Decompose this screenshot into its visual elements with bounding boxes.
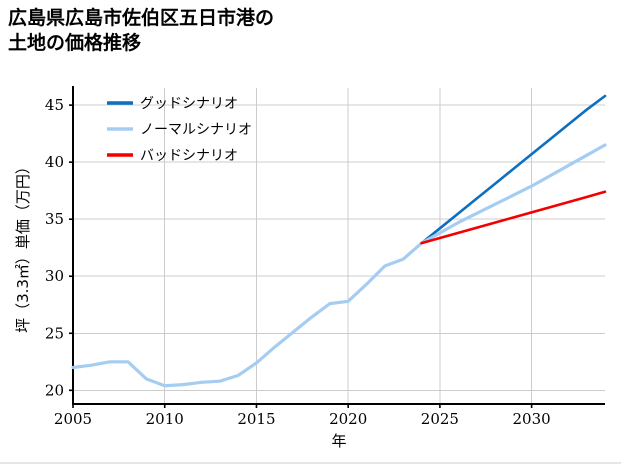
y-axis-tick-label: 20 — [45, 381, 64, 399]
series-line — [420, 94, 607, 245]
x-axis-title: 年 — [331, 432, 346, 450]
axis-spines — [71, 86, 605, 406]
x-axis-tick-label: 2020 — [329, 410, 367, 428]
y-axis-tick-label: 45 — [45, 96, 64, 114]
y-axis-tick-label: 30 — [45, 267, 64, 285]
y-axis-tick-label: 35 — [45, 210, 64, 228]
y-axis-tick-label: 40 — [45, 153, 64, 171]
x-axis-tick-label: 2030 — [513, 410, 551, 428]
series-line — [71, 143, 607, 388]
y-axis-tick-label: 25 — [45, 324, 64, 342]
gridlines — [72, 88, 605, 404]
chart-title-line-2: 土地の価格推移 — [8, 32, 142, 55]
legend-label: ノーマルシナリオ — [140, 122, 252, 138]
y-axis-title: 坪（3.3㎡）単価（万円） — [14, 159, 32, 333]
x-axis-tick-label: 2015 — [237, 410, 275, 428]
legend-label: グッドシナリオ — [140, 96, 238, 112]
data-series-group — [71, 94, 607, 388]
series-line — [420, 190, 607, 245]
x-axis-tick-label: 2010 — [146, 410, 184, 428]
chart-title-line-1: 広島県広島市佐伯区五日市港の — [8, 7, 275, 29]
x-axis-tick-label: 2025 — [421, 410, 459, 428]
x-axis-tick-labels: 2005 2010 2015 2020 2025 2030 — [54, 404, 551, 428]
chart-title: 広島県広島市佐伯区五日市港の 土地の価格推移 — [8, 6, 608, 57]
x-axis-tick-label: 2005 — [54, 410, 92, 428]
legend-label: バッドシナリオ — [140, 148, 238, 164]
y-axis-tick-labels: 20 25 30 35 40 45 — [45, 96, 73, 399]
